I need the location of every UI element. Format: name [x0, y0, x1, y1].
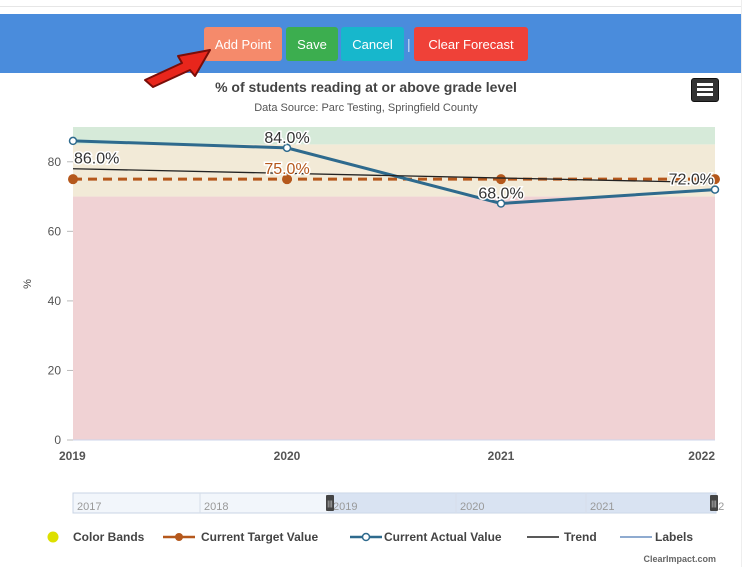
- navigator-label: 2021: [590, 501, 614, 513]
- navigator-handle-grip: |||: [327, 501, 333, 508]
- x-tick-label: 2021: [488, 449, 515, 463]
- navigator-handle-grip: |||: [711, 501, 717, 508]
- data-labels: 86.0% 84.0% 75.0% 68.0% 72.0%: [73, 128, 716, 204]
- legend-marker: [175, 533, 183, 541]
- navigator-label: 22: [712, 501, 724, 513]
- color-band-2: [73, 127, 715, 145]
- chart-title: % of students reading at or above grade …: [215, 79, 517, 95]
- hamburger-menu-icon[interactable]: [691, 78, 719, 102]
- chart-subtitle: Data Source: Parc Testing, Springfield C…: [254, 102, 478, 114]
- x-tick-label: 2020: [274, 449, 301, 463]
- series-point[interactable]: [710, 174, 720, 185]
- series-point[interactable]: [282, 143, 292, 153]
- toolbar-separator: |: [407, 36, 411, 52]
- navigator-label: 2020: [460, 501, 484, 513]
- legend-label[interactable]: Current Target Value: [201, 530, 318, 544]
- top-divider: [0, 0, 746, 7]
- legend: Color Bands Current Target Value Current A…: [47, 530, 693, 544]
- series-point[interactable]: [68, 136, 78, 146]
- y-tick-label: 80: [48, 155, 62, 169]
- legend-label[interactable]: Labels: [655, 530, 693, 544]
- data-label: 86.0%: [74, 151, 119, 168]
- axes: 0 20 40 60 80 2019 2020 2021 2022: [48, 155, 716, 463]
- chart-toolbar: Add Point Save Cancel | Clear Forecast: [0, 14, 746, 73]
- navigator-label: 2017: [77, 501, 101, 513]
- y-tick-label: 20: [48, 363, 62, 377]
- navigator-track: [72, 492, 717, 514]
- series-point[interactable]: [496, 174, 506, 185]
- legend-label[interactable]: Color Bands: [73, 530, 145, 544]
- legend-symbol: [47, 531, 59, 543]
- credit-text: ClearImpact.com: [643, 554, 716, 564]
- y-axis-label: %: [22, 279, 34, 289]
- add-point-button[interactable]: Add Point: [204, 27, 282, 61]
- navigator-selection[interactable]: [330, 493, 716, 513]
- range-navigator[interactable]: 2017 2018 2019 2020 2021 22||| |||: [72, 492, 724, 514]
- navigator-handle[interactable]: [710, 495, 718, 511]
- series-layer: [68, 136, 720, 208]
- legend-label[interactable]: Current Actual Value: [384, 530, 502, 544]
- y-tick-label: 40: [48, 294, 62, 308]
- data-label: 75.0%: [264, 161, 309, 178]
- series-point[interactable]: [710, 185, 720, 194]
- series-point[interactable]: [68, 174, 78, 185]
- color-band-0: [73, 196, 715, 440]
- data-label: 72.0%: [669, 172, 714, 189]
- y-tick-label: 60: [48, 224, 62, 238]
- series-point[interactable]: [496, 199, 506, 208]
- color-bands: [73, 127, 715, 440]
- legend-marker: [361, 532, 371, 542]
- data-label: 68.0%: [478, 186, 523, 203]
- series-point[interactable]: [282, 174, 292, 185]
- x-tick-label: 2019: [59, 449, 86, 463]
- clear-forecast-button[interactable]: Clear Forecast: [414, 27, 528, 61]
- page-edge: [741, 0, 746, 567]
- cancel-button[interactable]: Cancel: [341, 27, 404, 61]
- navigator-label: 2018: [204, 501, 228, 513]
- save-button[interactable]: Save: [286, 27, 338, 61]
- navigator-label: 2019: [333, 501, 357, 513]
- y-tick-label: 0: [54, 433, 61, 447]
- legend-label[interactable]: Trend: [564, 530, 597, 544]
- navigator-handle[interactable]: [326, 495, 334, 511]
- data-label: 84.0%: [264, 130, 309, 147]
- color-band-1: [73, 144, 715, 197]
- series-line-1: [72, 139, 716, 206]
- x-tick-label: 2022: [688, 449, 715, 463]
- series-line-2: [72, 168, 716, 184]
